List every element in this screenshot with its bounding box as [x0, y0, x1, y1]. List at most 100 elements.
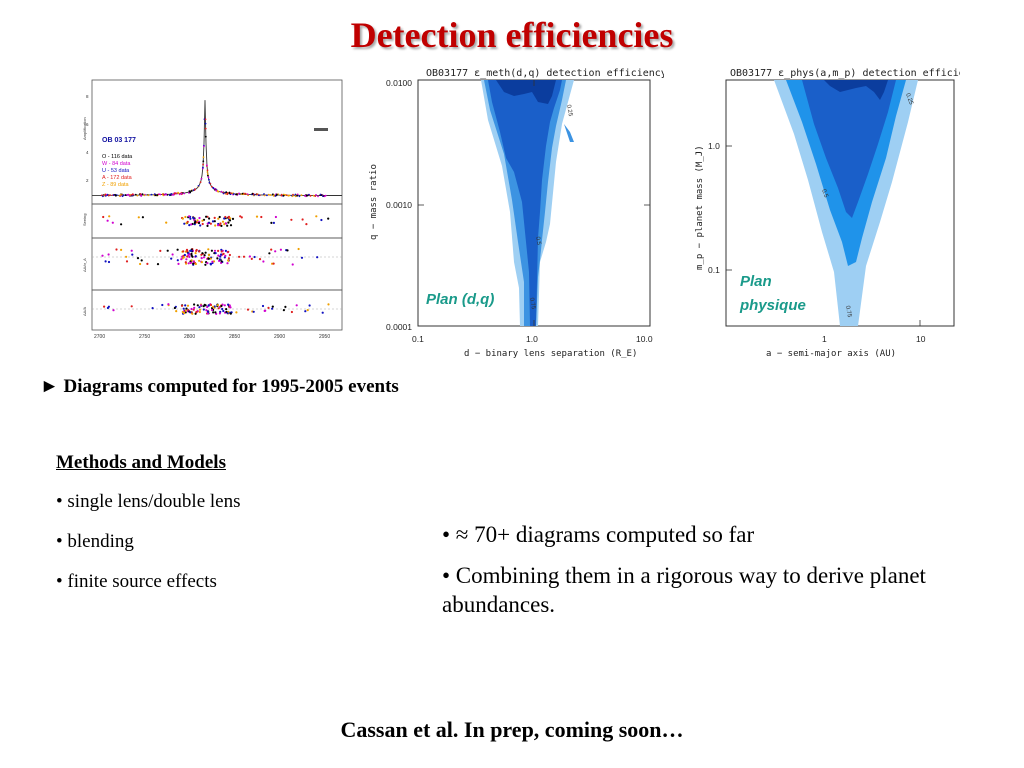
lc-residual-point [327, 303, 330, 306]
lc-point [202, 166, 204, 169]
contour-dq-ytick: 0.0001 [386, 322, 412, 332]
lc-legend-entry: Z - 89 data [102, 182, 130, 188]
lc-point [238, 192, 240, 195]
lc-residual-point [238, 255, 241, 258]
lc-residual-point [272, 262, 275, 265]
lc-point [312, 194, 315, 197]
lc-point [207, 176, 210, 179]
lc-residual-point [181, 217, 184, 220]
lc-residual-point [189, 217, 192, 220]
lc-x-tick: 2800 [184, 334, 195, 340]
lc-residual-point [106, 219, 109, 222]
slide-title: Detection efficiencies [350, 15, 674, 55]
lc-residual-point [185, 258, 188, 261]
lc-residual-point [188, 224, 191, 227]
lc-point [208, 181, 211, 184]
lc-x-tick: 2850 [229, 334, 240, 340]
lc-point [291, 195, 294, 198]
lc-residual-point [102, 215, 105, 219]
contour-am-band-0.75 [802, 80, 896, 218]
lc-residual-point [216, 304, 219, 307]
lc-residual-point [210, 249, 213, 252]
lc-point [150, 193, 153, 196]
lc-point [294, 193, 297, 196]
lc-residual-point [227, 259, 230, 262]
lc-residual-point [297, 247, 300, 251]
lc-residual-point [200, 261, 203, 264]
lc-point [269, 194, 272, 196]
lc-residual-point [290, 310, 293, 314]
lc-residual-point [220, 253, 223, 256]
lc-residual-point [242, 255, 246, 258]
lc-data-points [101, 118, 330, 315]
lc-residual-point [191, 312, 194, 315]
lc-residual-point [263, 309, 266, 312]
contour-am-xlabel: a − semi-major axis (AU) [766, 349, 896, 359]
lc-residual-point [185, 248, 189, 251]
lc-residual-point [182, 307, 185, 310]
lc-residual-point [208, 221, 211, 224]
lc-point [294, 195, 297, 198]
lc-point [107, 194, 110, 197]
lc-point [192, 189, 195, 191]
lc-point [104, 193, 107, 196]
lc-residual-point [104, 260, 107, 263]
lc-relative-panel [91, 289, 343, 331]
lc-residual-point [198, 306, 201, 309]
lc-residual-point [229, 217, 232, 220]
lc-residual-point [184, 261, 187, 264]
lc-point [246, 193, 249, 196]
lc-residual-point [227, 221, 230, 224]
lc-point [102, 195, 104, 198]
lc-point [134, 193, 137, 196]
lc-residual-point [184, 309, 187, 312]
lc-residual-point [195, 249, 198, 252]
contour-dq-title: OB03177 ε_meth(d,q) detection efficiency [426, 68, 664, 79]
lc-x-tick: 2900 [274, 334, 285, 340]
lc-point [136, 194, 139, 197]
lc-residual-point [130, 249, 133, 252]
lightcurve-figure: Amplification Seeing ΔA/σ_A ΔA/A 8 6 4 2… [82, 76, 350, 342]
lc-residual-point [207, 310, 210, 313]
lc-point [200, 177, 203, 180]
lc-residual-point [185, 222, 188, 225]
lc-point [131, 193, 133, 196]
contour-dq-xlabel: d − binary lens separation (R_E) [464, 349, 637, 359]
lc-point [153, 193, 156, 195]
lc-residual-point [184, 215, 187, 219]
lc-residual-point [205, 309, 208, 312]
lc-residual-point [208, 217, 211, 220]
lc-point [162, 193, 165, 196]
lc-residual-point [180, 304, 184, 307]
lc-point [197, 185, 200, 187]
lc-residual-point [206, 224, 209, 227]
contour-dq-ylabel: q − mass ratio [369, 164, 379, 240]
lc-seeing-panel [91, 203, 343, 239]
lc-residual-panel [91, 237, 343, 291]
lc-point [276, 193, 278, 196]
contour-dq-svg: OB03177 ε_meth(d,q) detection efficiency… [369, 68, 664, 359]
lc-residual-point [226, 262, 229, 265]
right-point: • Combining them in a rigorous way to de… [442, 563, 926, 617]
lc-residual-point [207, 304, 210, 307]
lc-residual-point [111, 221, 114, 224]
contour-dq-plot: 0.25 0.5 0.75 [417, 79, 651, 327]
lc-residual-point [225, 308, 228, 311]
lc-residual-point [202, 308, 205, 311]
lc-residual-point [201, 252, 204, 255]
lc-residual-point [193, 303, 196, 306]
lc-residual-point [315, 215, 318, 218]
lc-point [232, 193, 235, 195]
lc-residual-point [185, 307, 188, 310]
contour-am-level-label: 0.75 [844, 305, 852, 318]
lc-residual-point [176, 259, 179, 262]
lc-residual-point [198, 308, 202, 311]
lc-point [300, 194, 303, 197]
lc-residual-point [217, 254, 220, 257]
lc-residual-point [221, 307, 224, 311]
lc-residual-point [258, 258, 262, 261]
lc-residual-point [146, 262, 149, 265]
lc-residual-point [213, 216, 216, 219]
lc-residual-point [108, 215, 111, 218]
lc-residual-point [201, 219, 204, 222]
